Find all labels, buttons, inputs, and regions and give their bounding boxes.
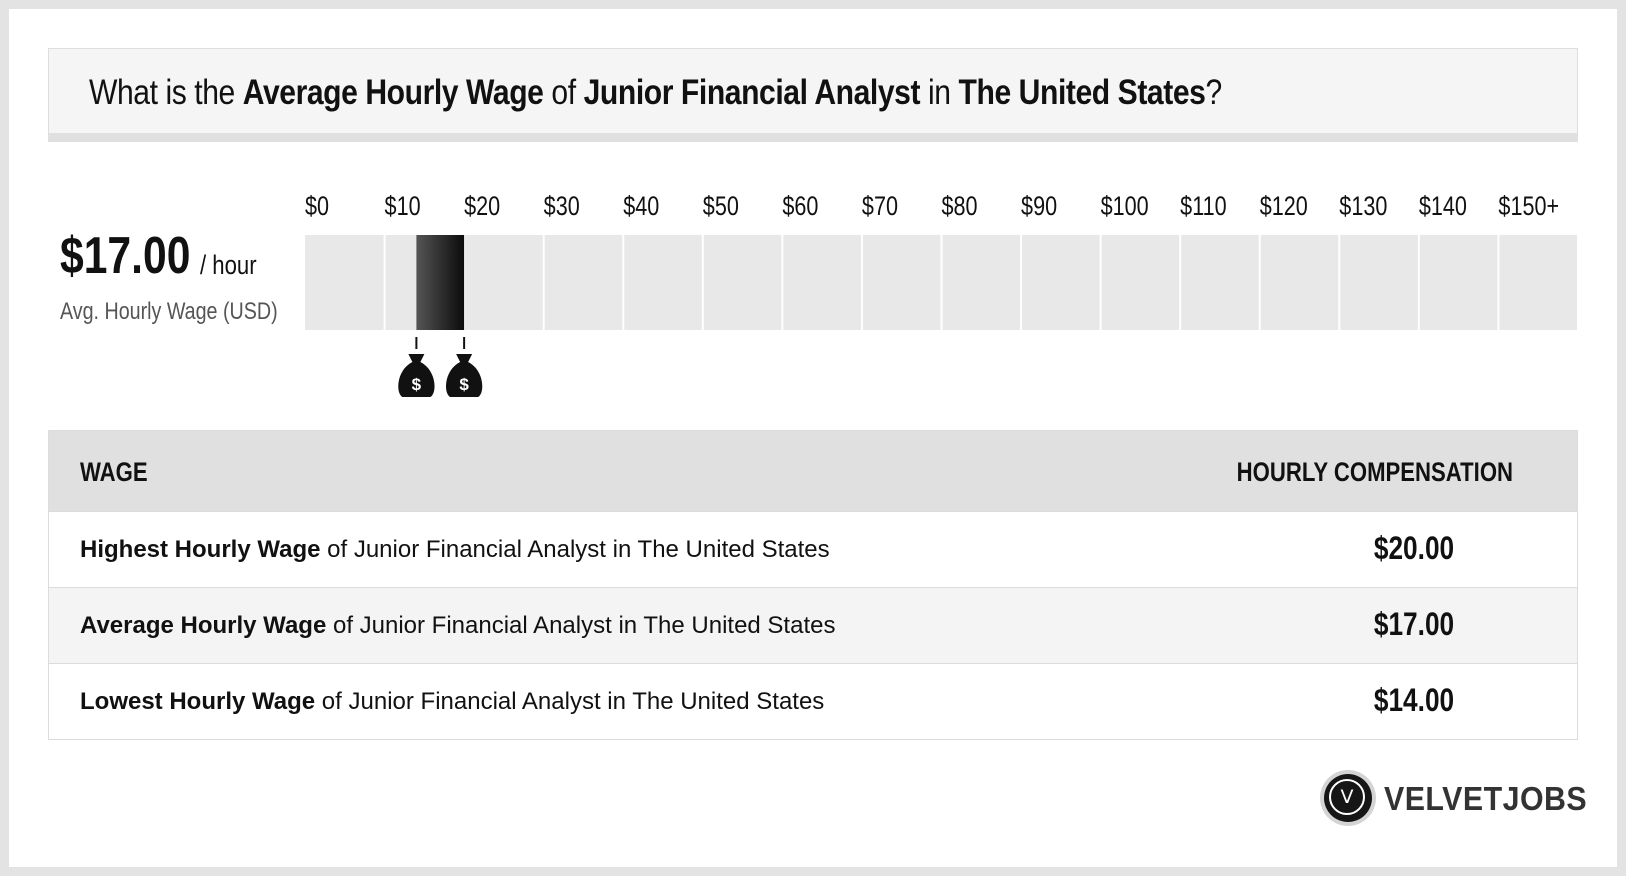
svg-text:$: $ [412,375,422,394]
chart-track-cell [1101,235,1180,330]
average-wage-unit: / hour [200,250,257,280]
x-tick-label: $60 [782,192,818,222]
row-label-rest: of Junior Financial Analyst in The Unite… [326,612,836,639]
title-part: What is the [89,73,243,112]
row-label-bold: Lowest Hourly Wage [80,688,316,715]
table-row: Average Hourly Wage of Junior Financial … [49,587,1577,663]
title-emphasis-location: The United States [958,73,1206,112]
x-tick-label: $80 [942,192,978,222]
row-label-rest: of Junior Financial Analyst in The Unite… [320,536,830,563]
row-label-bold: Highest Hourly Wage [80,536,321,563]
row-label: Average Hourly Wage of Junior Financial … [80,612,835,640]
title-part: of [543,73,584,112]
chart-track-cell [624,235,702,330]
wage-table: WAGE HOURLY COMPENSATION Highest Hourly … [48,430,1578,740]
x-tick-label: $90 [1021,192,1057,222]
x-tick-label: $0 [305,192,329,222]
column-header-hourly-compensation: HOURLY COMPENSATION [1236,457,1513,487]
chart-track-cell [942,235,1021,330]
column-header-wage: WAGE [80,457,148,487]
chart-track-cell [1260,235,1339,330]
title-emphasis-wage: Average Hourly Wage [242,73,544,112]
row-label: Lowest Hourly Wage of Junior Financial A… [80,688,824,716]
chart-track-cell [305,235,384,330]
row-value: $14.00 [1373,682,1455,718]
average-wage-value: $17.00 [60,227,191,285]
table-row: Highest Hourly Wage of Junior Financial … [49,511,1577,587]
x-tick-label: $140 [1419,192,1467,222]
page-title: What is the Average Hourly Wage of Junio… [89,73,1222,113]
x-tick-label: $10 [385,192,421,222]
title-part: ? [1205,73,1222,112]
chart-track-cell [1181,235,1259,330]
table-row: Lowest Hourly Wage of Junior Financial A… [49,663,1577,739]
chart-track-cell [1340,235,1418,330]
row-label-rest: of Junior Financial Analyst in The Unite… [315,688,825,715]
logo-mark-icon: V [1324,774,1372,822]
average-wage-caption: Avg. Hourly Wage (USD) [60,298,278,325]
x-tick-label: $120 [1260,192,1308,222]
chart-track-cell [1499,235,1577,330]
money-bag-icon: $ [398,337,435,397]
row-value: $20.00 [1373,530,1455,566]
velvetjobs-logo: V VELVETJOBS [1320,770,1587,828]
x-tick-label: $40 [623,192,659,222]
title-bar: What is the Average Hourly Wage of Junio… [48,48,1578,142]
chart-track-cell [1419,235,1498,330]
chart-track-cell [544,235,623,330]
wage-range-chart: $0 $10 $20 $30 $40 $50 $60 $70 $80 $90 $100 $110 $12… [305,192,1577,397]
x-tick-label: $130 [1339,192,1387,222]
x-tick-label: $50 [703,192,739,222]
row-label: Highest Hourly Wage of Junior Financial … [80,536,830,564]
row-label-bold: Average Hourly Wage [80,612,327,639]
chart-track-cell [862,235,941,330]
chart-track-cell [1022,235,1100,330]
chart-track-cell [783,235,861,330]
x-tick-label: $150+ [1498,192,1559,222]
table-header: WAGE HOURLY COMPENSATION [49,431,1577,511]
x-tick-label: $100 [1101,192,1149,222]
chart-track-cell [465,235,543,330]
x-tick-label: $30 [544,192,580,222]
logo-mark-letter: V [1329,779,1365,815]
wage-range-bar [416,235,465,330]
title-part: in [920,73,959,112]
x-tick-label: $70 [862,192,898,222]
money-bag-icon: $ [445,337,483,397]
x-tick-label: $110 [1180,192,1226,222]
title-emphasis-job: Junior Financial Analyst [583,73,921,112]
x-tick-label: $20 [464,192,500,222]
chart-track-cell [703,235,782,330]
row-value: $17.00 [1373,606,1455,642]
logo-text: VELVETJOBS [1384,780,1588,817]
svg-text:$: $ [459,375,469,394]
